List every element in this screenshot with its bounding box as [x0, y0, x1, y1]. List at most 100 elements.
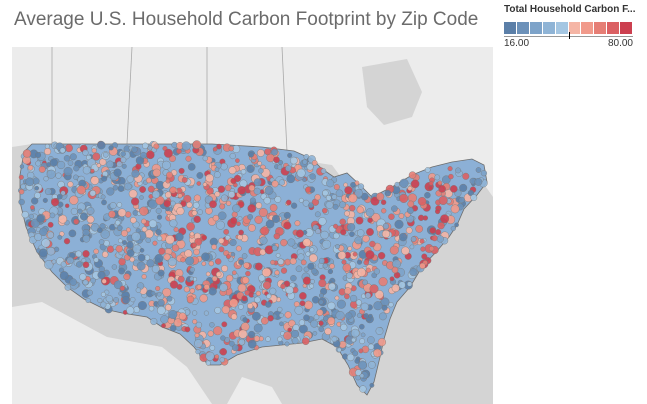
zip-marker[interactable]: [51, 259, 57, 265]
zip-marker[interactable]: [30, 205, 35, 210]
zip-marker[interactable]: [86, 215, 95, 224]
zip-marker[interactable]: [253, 335, 260, 342]
zip-marker[interactable]: [82, 166, 91, 175]
zip-marker[interactable]: [429, 227, 437, 234]
zip-marker[interactable]: [322, 263, 328, 269]
zip-marker[interactable]: [343, 182, 348, 188]
zip-marker[interactable]: [161, 323, 166, 329]
zip-marker[interactable]: [314, 194, 321, 201]
zip-marker[interactable]: [285, 165, 292, 172]
zip-marker[interactable]: [226, 274, 234, 282]
zip-marker[interactable]: [323, 315, 329, 322]
zip-marker[interactable]: [50, 198, 60, 207]
zip-marker[interactable]: [345, 312, 353, 320]
zip-marker[interactable]: [89, 189, 97, 197]
zip-marker[interactable]: [435, 229, 442, 236]
zip-marker[interactable]: [407, 185, 413, 191]
zip-marker[interactable]: [220, 162, 228, 171]
zip-marker[interactable]: [349, 204, 356, 212]
zip-marker[interactable]: [389, 245, 399, 255]
zip-marker[interactable]: [146, 259, 155, 268]
zip-marker[interactable]: [291, 337, 299, 345]
zip-marker[interactable]: [126, 306, 135, 315]
zip-marker[interactable]: [328, 282, 336, 291]
zip-marker[interactable]: [79, 212, 88, 221]
zip-marker[interactable]: [120, 156, 127, 163]
zip-marker[interactable]: [305, 251, 311, 257]
zip-marker[interactable]: [132, 244, 142, 254]
zip-marker[interactable]: [131, 146, 138, 153]
zip-marker[interactable]: [237, 186, 246, 195]
zip-marker[interactable]: [354, 236, 363, 245]
zip-marker[interactable]: [429, 246, 435, 252]
zip-marker[interactable]: [36, 214, 45, 223]
zip-marker[interactable]: [394, 219, 404, 229]
zip-marker[interactable]: [302, 238, 311, 247]
zip-marker[interactable]: [214, 354, 220, 359]
zip-marker[interactable]: [124, 182, 132, 191]
zip-marker[interactable]: [311, 268, 318, 275]
zip-marker[interactable]: [274, 195, 282, 203]
zip-marker[interactable]: [163, 253, 171, 261]
zip-marker[interactable]: [238, 259, 245, 266]
zip-marker[interactable]: [409, 244, 415, 250]
zip-marker[interactable]: [154, 254, 164, 263]
zip-marker[interactable]: [248, 330, 256, 339]
zip-marker[interactable]: [241, 253, 248, 259]
zip-marker[interactable]: [97, 297, 103, 303]
zip-marker[interactable]: [290, 274, 297, 282]
zip-marker[interactable]: [189, 276, 194, 281]
zip-marker[interactable]: [289, 257, 297, 265]
zip-marker[interactable]: [480, 170, 488, 177]
zip-marker[interactable]: [407, 200, 415, 208]
zip-marker[interactable]: [365, 267, 371, 273]
zip-marker[interactable]: [331, 336, 338, 343]
zip-marker[interactable]: [136, 261, 146, 271]
zip-marker[interactable]: [112, 185, 119, 191]
zip-marker[interactable]: [296, 168, 306, 178]
zip-marker[interactable]: [273, 232, 280, 240]
zip-marker[interactable]: [454, 222, 459, 228]
zip-marker[interactable]: [58, 214, 68, 224]
zip-marker[interactable]: [415, 225, 424, 233]
zip-marker[interactable]: [115, 245, 123, 253]
zip-marker[interactable]: [369, 382, 375, 388]
zip-marker[interactable]: [215, 220, 225, 230]
zip-marker[interactable]: [90, 277, 96, 284]
zip-marker[interactable]: [245, 270, 251, 277]
zip-marker[interactable]: [224, 234, 231, 241]
zip-marker[interactable]: [191, 242, 197, 248]
zip-marker[interactable]: [192, 140, 202, 149]
zip-marker[interactable]: [145, 177, 152, 184]
zip-marker[interactable]: [280, 239, 288, 247]
zip-marker[interactable]: [178, 312, 187, 321]
zip-marker[interactable]: [93, 257, 99, 263]
zip-marker[interactable]: [212, 146, 218, 152]
zip-marker[interactable]: [409, 268, 418, 277]
zip-marker[interactable]: [303, 266, 310, 273]
zip-marker[interactable]: [359, 373, 365, 379]
zip-marker[interactable]: [122, 296, 130, 304]
zip-marker[interactable]: [237, 234, 244, 241]
zip-marker[interactable]: [253, 323, 263, 333]
zip-marker[interactable]: [106, 187, 115, 196]
zip-marker[interactable]: [93, 248, 99, 255]
zip-marker[interactable]: [209, 345, 216, 351]
zip-marker[interactable]: [139, 195, 144, 200]
zip-marker[interactable]: [256, 149, 265, 157]
zip-marker[interactable]: [212, 214, 220, 222]
zip-marker[interactable]: [186, 201, 193, 209]
zip-marker[interactable]: [85, 297, 91, 303]
zip-marker[interactable]: [160, 315, 169, 324]
zip-marker[interactable]: [365, 208, 375, 217]
zip-marker[interactable]: [196, 172, 204, 179]
zip-marker[interactable]: [44, 260, 54, 270]
zip-marker[interactable]: [86, 206, 95, 215]
zip-marker[interactable]: [248, 152, 255, 158]
zip-marker[interactable]: [242, 317, 248, 323]
zip-marker[interactable]: [232, 204, 241, 213]
zip-marker[interactable]: [267, 315, 274, 322]
zip-marker[interactable]: [121, 229, 128, 237]
zip-marker[interactable]: [283, 331, 292, 340]
zip-marker[interactable]: [291, 202, 298, 209]
